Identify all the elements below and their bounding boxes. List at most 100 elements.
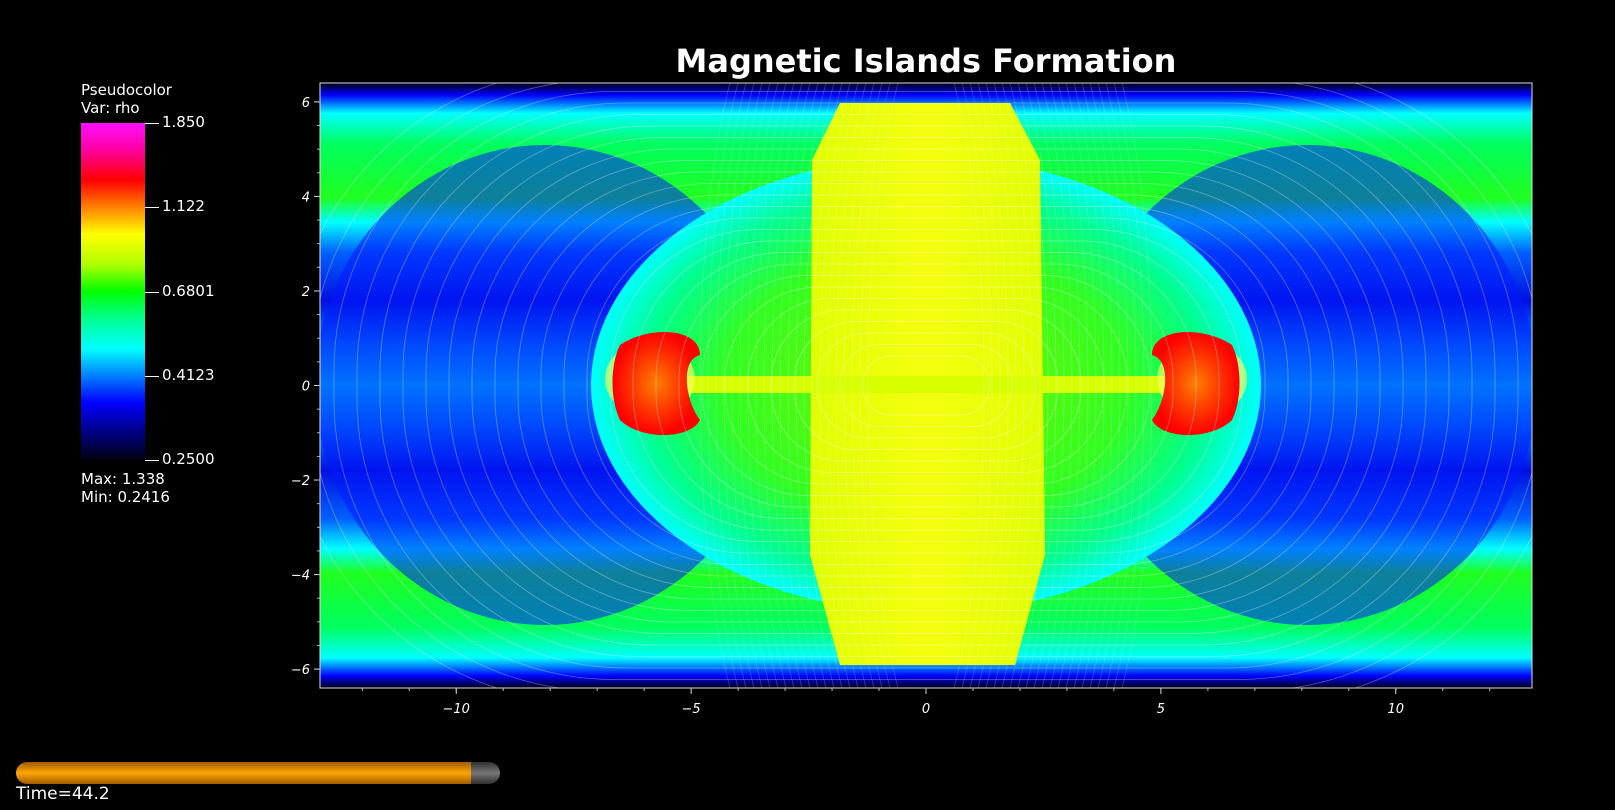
colorbar-tick-label: 0.2500 <box>162 450 215 468</box>
field-line <box>356 102 1496 669</box>
y-tick-label: −6 <box>291 663 310 678</box>
colorbar-tick-mark <box>145 375 159 377</box>
colorbar-tick-label: 1.122 <box>162 197 205 216</box>
field-line <box>867 83 899 688</box>
field-line <box>1105 83 1137 688</box>
field-line <box>779 83 811 688</box>
field-line <box>953 83 985 688</box>
field-line <box>471 160 1381 611</box>
field-line <box>1017 83 1049 688</box>
field-line <box>755 83 787 688</box>
colorbar-tick-mark <box>145 207 159 209</box>
field-line <box>859 83 891 688</box>
field-line <box>793 321 1059 450</box>
field-line <box>448 148 1404 623</box>
field-line <box>811 83 843 688</box>
field-line <box>961 83 993 688</box>
field-line <box>1025 83 1057 688</box>
field-line <box>379 114 1473 657</box>
field-line <box>494 171 1358 600</box>
field-line <box>1097 83 1129 688</box>
field-line <box>795 83 827 688</box>
y-tick-label: 6 <box>302 96 310 111</box>
field-line <box>1001 83 1033 688</box>
colorbar <box>81 123 145 460</box>
field-line <box>563 206 1289 565</box>
field-line <box>707 83 739 688</box>
x-tick-label: −10 <box>443 702 470 717</box>
field-line <box>1033 83 1065 688</box>
field-line <box>586 217 1266 554</box>
magnetic-island-right <box>1152 332 1240 435</box>
field-line <box>1065 83 1097 688</box>
colorbar-tick-mark <box>145 460 159 461</box>
field-line <box>1073 83 1105 688</box>
field-line <box>715 83 747 688</box>
field-line <box>787 83 819 688</box>
field-line <box>1049 83 1081 688</box>
y-axis: −6 −4 −2 0 2 4 6 <box>291 96 320 678</box>
field-line <box>985 83 1017 688</box>
field-line <box>1113 83 1145 688</box>
magnetic-field-lines <box>320 83 1532 688</box>
current-sheet <box>670 376 1182 393</box>
field-line <box>402 125 1450 646</box>
field-line <box>1121 83 1153 688</box>
time-slider-fill <box>16 762 471 784</box>
field-line <box>731 83 763 688</box>
field-line <box>632 240 1220 531</box>
legend-stats: Max: 1.338 Min: 0.2416 <box>81 470 170 506</box>
field-line <box>771 83 803 688</box>
field-line <box>1081 83 1113 688</box>
field-line <box>655 252 1197 519</box>
field-line <box>724 286 1128 485</box>
field-line <box>819 83 851 688</box>
y-tick-label: −4 <box>291 569 310 584</box>
x-axis: −10 −5 0 5 10 <box>361 688 1491 717</box>
field-line <box>763 83 795 688</box>
legend-variable: Var: rho <box>81 99 140 117</box>
legend-min: Min: 0.2416 <box>81 488 170 506</box>
plot-title: Magnetic Islands Formation <box>675 42 1177 80</box>
field-line <box>993 83 1025 688</box>
magnetic-island-left <box>612 332 700 435</box>
field-line <box>699 83 731 688</box>
field-line <box>770 309 1082 462</box>
legend-plot-type: Pseudocolor <box>81 81 172 99</box>
x-tick-label: 5 <box>1157 702 1165 717</box>
field-line <box>678 263 1174 508</box>
field-line <box>851 83 883 688</box>
field-line <box>747 298 1105 473</box>
field-line <box>1057 83 1089 688</box>
field-line <box>839 344 1013 427</box>
colorbar-tick-label: 0.4123 <box>162 365 215 384</box>
field-line <box>862 355 990 416</box>
field-line <box>827 83 859 688</box>
field-line <box>609 229 1243 542</box>
field-line <box>701 275 1151 496</box>
field-line <box>747 83 779 688</box>
x-tick-label: 0 <box>922 702 930 717</box>
colorbar-tick-mark <box>145 123 159 124</box>
legend-header: Pseudocolor Var: rho <box>81 81 172 117</box>
colorbar-tick-label: 0.6801 <box>162 281 215 300</box>
field-line <box>1009 83 1041 688</box>
field-line <box>1041 83 1073 688</box>
time-slider-track <box>16 762 500 784</box>
colorbar-tick-mark <box>145 291 159 293</box>
field-line <box>540 194 1312 577</box>
x-tick-label: −5 <box>682 702 701 717</box>
field-line <box>425 137 1427 634</box>
field-line <box>739 83 771 688</box>
field-line <box>969 83 1001 688</box>
y-tick-label: −2 <box>291 474 310 489</box>
field-line <box>816 332 1036 439</box>
y-tick-label: 0 <box>302 380 310 395</box>
y-tick-label: 2 <box>302 285 310 300</box>
time-label: Time=44.2 <box>16 784 110 804</box>
field-line <box>843 83 875 688</box>
field-line <box>1089 83 1121 688</box>
x-tick-label: 10 <box>1387 702 1404 717</box>
